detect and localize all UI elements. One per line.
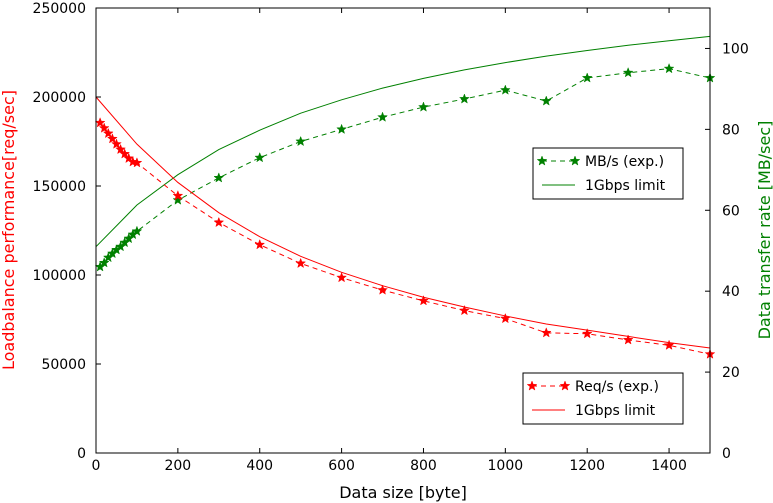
y-left-tick-label: 50000 — [41, 357, 86, 373]
y-left-tick-label: 200000 — [33, 90, 86, 106]
y-axis-left-label: Loadbalance performance[req/sec] — [0, 90, 18, 370]
x-axis-label: Data size [byte] — [339, 483, 467, 502]
legend-swatch-star — [559, 380, 571, 391]
y-right-tick-label: 80 — [722, 122, 740, 138]
data-point-star — [106, 133, 118, 144]
data-point-star — [377, 284, 388, 295]
data-point-star — [458, 304, 470, 316]
legend-label: 1Gbps limit — [575, 403, 656, 419]
y-left-tick-label: 0 — [77, 446, 86, 462]
series-layer — [94, 35, 716, 359]
data-point-star — [98, 122, 110, 133]
data-point-star — [581, 328, 593, 339]
x-tick-label: 1400 — [651, 458, 687, 474]
data-point-star — [98, 257, 110, 268]
data-point-star — [663, 62, 675, 74]
data-point-star — [119, 148, 131, 159]
series-line-3 — [95, 96, 711, 349]
x-tick-label: 200 — [164, 458, 191, 474]
data-point-star — [336, 271, 348, 283]
data-point-star — [131, 225, 143, 236]
y-axis-right-label: Data transfer rate [MB/sec] — [755, 121, 773, 340]
x-tick-label: 1200 — [569, 458, 605, 474]
data-point-star — [94, 117, 106, 128]
legend-label: 1Gbps limit — [585, 178, 666, 194]
y-left-tick-label: 150000 — [33, 179, 86, 195]
series-line-1 — [95, 35, 711, 248]
legend-box-1 — [522, 372, 684, 425]
y-right-tick-label: 40 — [722, 284, 740, 300]
axes-layer: 0 200 400 600 800 1000 1200 1400050000100000150… — [33, 1, 749, 474]
legend-label: MB/s (exp.) — [585, 154, 664, 170]
data-point-star — [458, 93, 470, 104]
data-point-star — [213, 216, 225, 228]
x-tick-label: 1000 — [488, 458, 524, 474]
legend-swatch-star — [526, 380, 538, 391]
data-point-star — [418, 101, 429, 112]
legend-layer: MB/s (exp.) 1Gbps limit Req/s (exp.) 1Gbps … — [522, 147, 684, 425]
plot-frame — [95, 7, 711, 454]
data-point-star — [295, 257, 307, 269]
data-point-star — [540, 95, 552, 106]
data-point-star — [131, 157, 143, 168]
legend-swatch-star — [536, 155, 548, 166]
legend-swatch-star — [569, 155, 581, 166]
y-right-tick-label: 100 — [722, 41, 749, 57]
series-line-2 — [99, 122, 711, 355]
data-point-star — [254, 239, 266, 250]
data-point-star — [102, 127, 114, 139]
legend-label: Req/s (exp.) — [575, 379, 659, 395]
legend-box-0 — [532, 147, 684, 200]
x-tick-label: 400 — [246, 458, 273, 474]
y-right-tick-label: 20 — [722, 365, 740, 381]
y-left-tick-label: 250000 — [33, 1, 86, 17]
y-right-tick-label: 0 — [722, 446, 731, 462]
data-point-star — [499, 84, 511, 95]
data-point-star — [540, 327, 552, 338]
data-point-star — [581, 72, 593, 83]
x-tick-label: 600 — [328, 458, 355, 474]
y-right-tick-label: 60 — [722, 203, 740, 219]
data-point-star — [622, 67, 634, 78]
y-left-tick-label: 100000 — [33, 268, 86, 284]
data-point-star — [254, 151, 266, 163]
data-point-star — [336, 123, 348, 134]
data-point-star — [111, 138, 122, 149]
data-point-star — [115, 143, 126, 155]
data-point-star — [295, 135, 307, 147]
data-point-star — [377, 111, 388, 122]
data-point-star — [418, 295, 429, 306]
data-point-star — [213, 172, 225, 183]
x-tick-label: 800 — [410, 458, 437, 474]
data-point-star — [622, 334, 634, 345]
data-point-star — [663, 339, 675, 350]
x-tick-label: 0 — [92, 458, 101, 474]
data-point-star — [172, 190, 184, 201]
